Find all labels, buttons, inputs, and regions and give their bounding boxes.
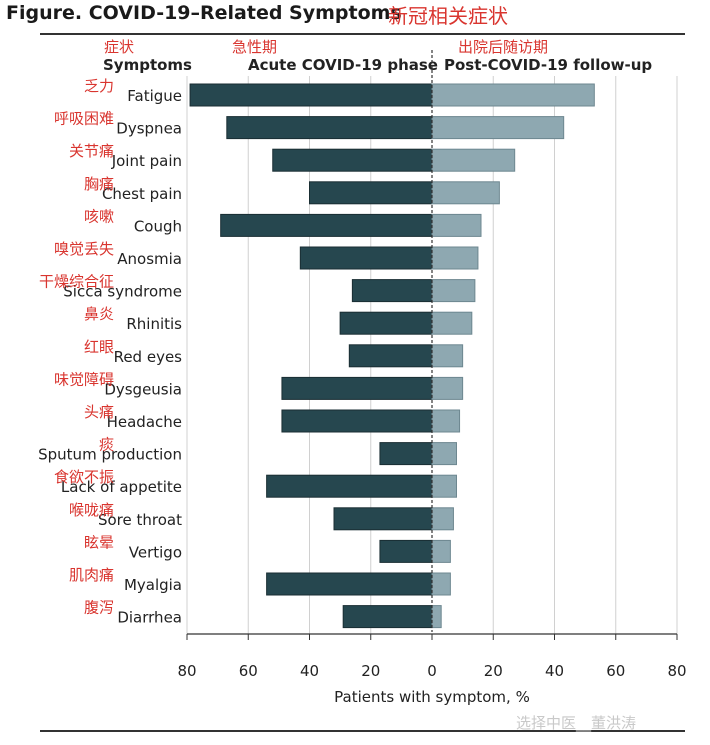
x-tick-label: 0: [427, 662, 437, 680]
watermark: 选择中医__董洪涛: [516, 714, 637, 732]
bar-post: [431, 572, 451, 596]
bar-acute: [266, 474, 433, 498]
x-tick-label: 40: [545, 662, 564, 680]
bar-acute: [281, 409, 433, 433]
bar-post: [431, 539, 451, 563]
bar-acute: [351, 279, 433, 303]
bottom-rule: [40, 730, 685, 732]
category-label-cn: 腹泻: [84, 599, 114, 617]
symptoms-header: Symptoms: [103, 56, 192, 74]
bar-acute: [333, 507, 433, 531]
category-label: Vertigo: [129, 543, 182, 561]
x-tick-label: 60: [239, 662, 258, 680]
bar-post: [431, 181, 500, 205]
bar-acute: [266, 572, 433, 596]
bar-post: [431, 148, 516, 172]
symptoms-header-cn: 症状: [104, 38, 135, 56]
category-label-cn: 鼻炎: [84, 305, 114, 323]
bar-acute: [220, 213, 433, 237]
category-label: Lack of appetite: [61, 478, 182, 496]
bar-acute: [379, 539, 433, 563]
bar-post: [431, 474, 457, 498]
x-tick-label: 20: [484, 662, 503, 680]
category-label: Sputum production: [38, 446, 182, 464]
bar-post: [431, 246, 479, 270]
bar-acute: [348, 344, 433, 368]
bar-post: [431, 344, 464, 368]
category-label: Red eyes: [114, 348, 183, 366]
category-label-cn: 肌肉痛: [69, 566, 114, 584]
category-label: Dyspnea: [116, 120, 182, 138]
category-label: Rhinitis: [126, 315, 182, 333]
x-tick-label: 60: [606, 662, 625, 680]
category-label: Sicca syndrome: [63, 283, 182, 301]
bar-post: [431, 442, 457, 466]
category-label-cn: 咳嗽: [84, 207, 114, 225]
category-label-cn: 食欲不振: [54, 468, 114, 486]
bar-acute: [189, 83, 433, 107]
x-tick-label: 40: [300, 662, 319, 680]
post-header: Post-COVID-19 follow-up: [444, 56, 653, 74]
figure-title: Figure. COVID-19–Related Symptoms: [6, 2, 402, 24]
bar-post: [431, 311, 473, 335]
bar-post: [431, 376, 464, 400]
category-label-cn: 味觉障碍: [54, 370, 114, 388]
category-label-cn: 头痛: [84, 403, 114, 421]
x-axis-label: Patients with symptom, %: [334, 688, 530, 706]
category-label: Headache: [107, 413, 182, 431]
category-label-cn: 乏力: [84, 77, 114, 95]
figure-title-cn: 新冠相关症状: [388, 4, 508, 28]
top-rule: [40, 33, 685, 35]
category-label: Sore throat: [98, 511, 182, 529]
category-label: Diarrhea: [117, 609, 182, 627]
category-label-cn: 眩晕: [84, 533, 114, 551]
category-label-cn: 痰: [99, 436, 114, 454]
category-label-cn: 关节痛: [69, 142, 114, 160]
x-tick-label: 80: [177, 662, 196, 680]
bar-post: [431, 83, 595, 107]
x-tick-label: 20: [361, 662, 380, 680]
category-label: Fatigue: [127, 87, 182, 105]
category-label-cn: 喉咙痛: [69, 501, 114, 519]
bar-post: [431, 507, 454, 531]
bar-acute: [281, 376, 433, 400]
category-label-cn: 嗅觉丢失: [54, 240, 114, 258]
bar-acute: [309, 181, 433, 205]
bar-post: [431, 213, 482, 237]
category-label-cn: 干燥综合征: [39, 273, 114, 291]
bar-acute: [379, 442, 433, 466]
acute-header-cn: 急性期: [232, 38, 278, 56]
bar-acute: [272, 148, 433, 172]
category-label: Dysgeusia: [104, 380, 182, 398]
bar-acute: [339, 311, 433, 335]
category-label: Cough: [134, 217, 182, 235]
bar-acute: [226, 116, 433, 140]
x-tick-label: 80: [667, 662, 686, 680]
category-label: Anosmia: [117, 250, 182, 268]
category-label: Myalgia: [124, 576, 182, 594]
category-label-cn: 呼吸困难: [54, 110, 114, 128]
bar-acute: [342, 605, 433, 629]
post-header-cn: 出院后随访期: [458, 38, 549, 56]
category-label-cn: 胸痛: [84, 175, 114, 193]
category-label: Chest pain: [102, 185, 182, 203]
bar-post: [431, 409, 461, 433]
bar-post: [431, 605, 442, 629]
acute-header: Acute COVID-19 phase: [248, 56, 438, 74]
bar-post: [431, 116, 565, 140]
category-label: Joint pain: [111, 152, 182, 170]
category-label-cn: 红眼: [84, 338, 114, 356]
bar-post: [431, 279, 476, 303]
bar-acute: [299, 246, 433, 270]
